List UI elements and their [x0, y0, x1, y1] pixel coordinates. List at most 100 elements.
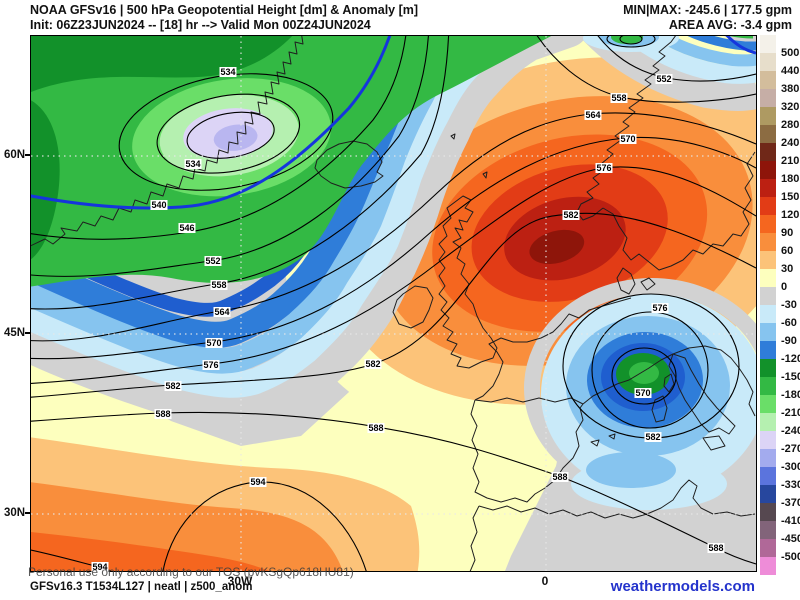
colorbar-label: 0	[781, 281, 788, 293]
contour-label: 552	[204, 256, 222, 266]
lon-label: 0	[541, 574, 549, 588]
contour-label: 594	[249, 477, 267, 487]
brand-link[interactable]: weathermodels.com	[610, 578, 755, 595]
contour-label: 540	[150, 200, 168, 210]
colorbar-label: -330	[781, 479, 800, 491]
colorbar-cell	[760, 359, 776, 377]
map-svg	[31, 36, 756, 571]
anomaly-colorbar	[760, 35, 776, 575]
colorbar-cell	[760, 431, 776, 449]
colorbar-cell	[760, 53, 776, 71]
model-info: GFSv16.3 T1534L127 | neatl | z500_anom	[30, 581, 253, 593]
colorbar-label: 380	[781, 83, 800, 95]
colorbar-cell	[760, 341, 776, 359]
contour-label: 582	[164, 381, 182, 391]
colorbar-cell	[760, 197, 776, 215]
colorbar-cell	[760, 395, 776, 413]
page-subtitle: Init: 06Z23JUN2024 -- [18] hr --> Valid …	[30, 18, 371, 32]
colorbar-label: -450	[781, 533, 800, 545]
contour-label: 570	[634, 388, 652, 398]
area-avg-stat: AREA AVG: -3.4 gpm	[668, 18, 792, 32]
colorbar-cell	[760, 539, 776, 557]
colorbar-cell	[760, 449, 776, 467]
contour-label: 576	[202, 360, 220, 370]
colorbar-label: 500	[781, 47, 800, 59]
contour-label: 588	[707, 543, 725, 553]
colorbar-label: -60	[781, 317, 797, 329]
colorbar-cell	[760, 287, 776, 305]
contour-label: 558	[210, 280, 228, 290]
colorbar-label: -370	[781, 497, 800, 509]
contour-label: 552	[655, 74, 673, 84]
lat-tick	[25, 154, 31, 156]
colorbar-cell	[760, 143, 776, 161]
colorbar-label: -90	[781, 335, 797, 347]
colorbar-cell	[760, 269, 776, 287]
colorbar-cell	[760, 485, 776, 503]
contour-label: 588	[551, 472, 569, 482]
colorbar-label: -300	[781, 461, 800, 473]
colorbar-label: 210	[781, 155, 800, 167]
colorbar-label: 180	[781, 173, 800, 185]
colorbar-label: 240	[781, 137, 800, 149]
contour-label: 588	[367, 423, 385, 433]
gridlines	[31, 36, 756, 571]
colorbar-label: 90	[781, 227, 794, 239]
colorbar-label: -30	[781, 299, 797, 311]
contour-label: 582	[644, 432, 662, 442]
contour-label: 576	[651, 303, 669, 313]
lat-tick	[25, 332, 31, 334]
colorbar-label: -410	[781, 515, 800, 527]
colorbar-label: 30	[781, 263, 794, 275]
minmax-stat: MIN|MAX: -245.6 | 177.5 gpm	[623, 3, 792, 17]
colorbar-cell	[760, 107, 776, 125]
lat-label: 45N	[4, 327, 26, 339]
colorbar-cell	[760, 215, 776, 233]
colorbar-cell	[760, 125, 776, 143]
colorbar-label: 320	[781, 101, 800, 113]
colorbar-label: -240	[781, 425, 800, 437]
contour-label: 588	[154, 409, 172, 419]
lon-label: 30W	[227, 574, 253, 588]
contour-label: 582	[364, 359, 382, 369]
colorbar-label: -210	[781, 407, 800, 419]
colorbar-cell	[760, 323, 776, 341]
colorbar-cell	[760, 467, 776, 485]
contour-label: 558	[610, 93, 628, 103]
contour-540-line	[31, 36, 756, 210]
colorbar-label: 60	[781, 245, 794, 257]
lat-label: 60N	[4, 149, 26, 161]
contour-label: 570	[205, 338, 223, 348]
contour-label: 546	[178, 223, 196, 233]
colorbar-label: 280	[781, 119, 800, 131]
anomaly-fills	[31, 36, 756, 571]
colorbar-label: -150	[781, 371, 800, 383]
colorbar-cell	[760, 521, 776, 539]
colorbar-label: -180	[781, 389, 800, 401]
colorbar-label: 120	[781, 209, 800, 221]
colorbar-cell	[760, 377, 776, 395]
colorbar-cell	[760, 161, 776, 179]
colorbar-label: -270	[781, 443, 800, 455]
colorbar-labels: 500 440 380 320 280 240 210 180 150 120 90 60 30 0 -30…	[781, 35, 800, 575]
colorbar-cell	[760, 503, 776, 521]
colorbar-cell	[760, 35, 776, 53]
contour-label: 570	[619, 134, 637, 144]
colorbar-cell	[760, 233, 776, 251]
colorbar-cell	[760, 251, 776, 269]
page-title: NOAA GFSv16 | 500 hPa Geopotential Heigh…	[30, 3, 419, 17]
lat-label: 30N	[4, 507, 26, 519]
contour-label: 534	[184, 159, 202, 169]
contour-label: 594	[91, 562, 109, 572]
colorbar-label: -120	[781, 353, 800, 365]
colorbar-cell	[760, 557, 776, 575]
colorbar-cell	[760, 305, 776, 323]
contour-label: 564	[584, 110, 602, 120]
map-canvas: 534 534 540 546 552 552 558 558 564 564 570 570 570 5…	[30, 35, 757, 572]
colorbar-label: 150	[781, 191, 800, 203]
contour-label: 576	[595, 163, 613, 173]
colorbar-label: -500	[781, 551, 800, 563]
colorbar-label: 440	[781, 65, 800, 77]
colorbar-cell	[760, 71, 776, 89]
